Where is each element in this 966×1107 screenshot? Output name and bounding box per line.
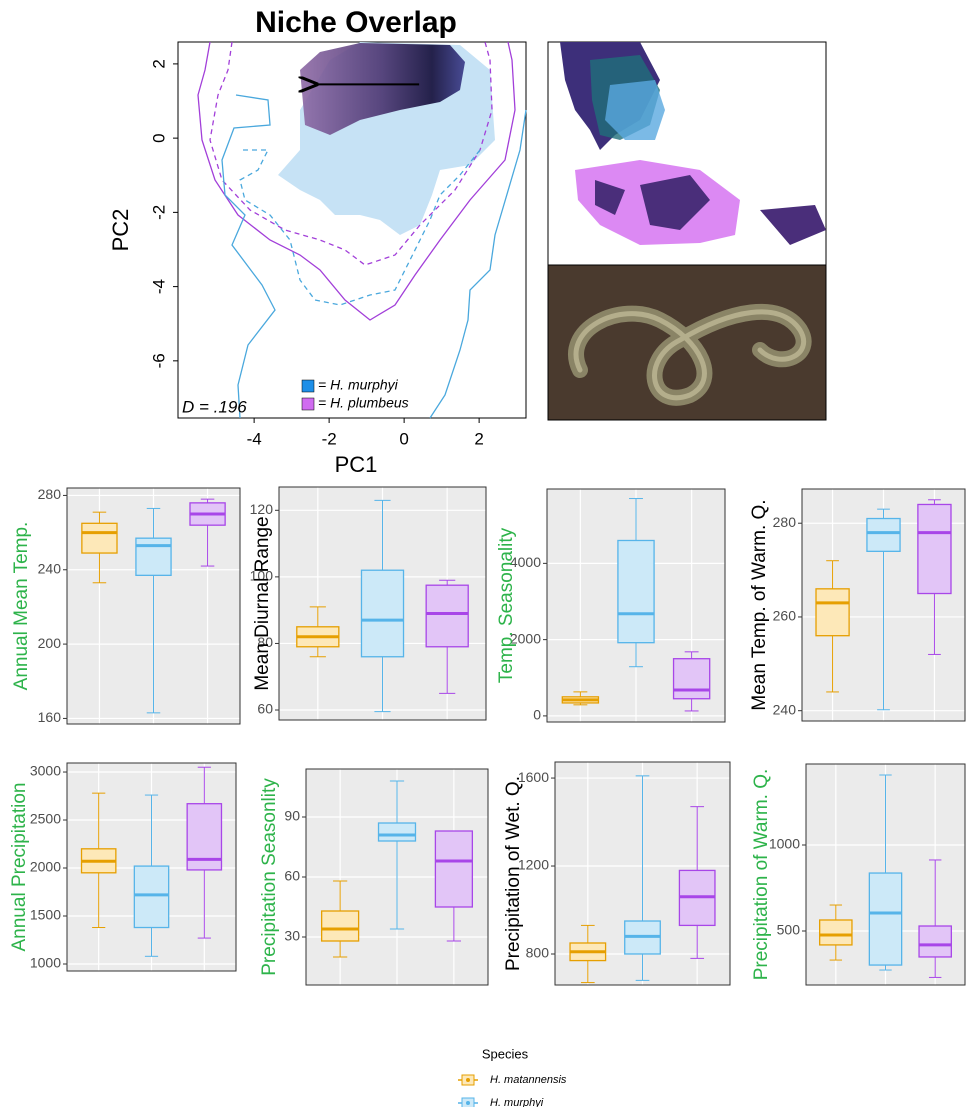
box xyxy=(322,911,359,941)
box xyxy=(134,866,168,927)
legend-label: H. matannensis xyxy=(490,1074,567,1086)
niche-title: Niche Overlap xyxy=(255,6,457,39)
y-tick-label: -4 xyxy=(149,279,168,294)
y-tick-label: 60 xyxy=(284,868,300,884)
box xyxy=(136,538,171,575)
y-axis-label: PC2 xyxy=(108,209,133,252)
box xyxy=(919,926,951,957)
x-axis-label: PC1 xyxy=(335,452,378,477)
legend-title: Species xyxy=(482,1046,529,1061)
box xyxy=(816,589,849,636)
box xyxy=(869,873,901,965)
x-tick-label: 0 xyxy=(399,429,408,448)
y-tick-label: 500 xyxy=(777,922,801,938)
y-axis-label: Temp. Seasonality xyxy=(496,527,517,683)
y-axis-label: Precipitation of Wet. Q. xyxy=(503,776,524,971)
legend-label: = H. murphyi xyxy=(318,377,399,393)
box xyxy=(82,523,117,553)
legend-label: H. murphyi xyxy=(490,1097,544,1107)
y-tick-label: 0 xyxy=(149,133,168,142)
box xyxy=(361,570,403,657)
box xyxy=(618,540,654,642)
box xyxy=(867,519,900,552)
y-axis-label: Annual Precipitation xyxy=(9,783,30,952)
x-tick-label: -4 xyxy=(247,429,262,448)
y-tick-label: 90 xyxy=(284,808,300,824)
y-tick-label: 200 xyxy=(38,635,62,651)
legend-key-point xyxy=(466,1078,470,1082)
y-tick-label: 2000 xyxy=(30,859,61,875)
y-tick-label: 30 xyxy=(284,928,300,944)
y-tick-label: 2500 xyxy=(30,811,61,827)
box xyxy=(426,585,468,647)
y-tick-label: 1000 xyxy=(769,836,800,852)
y-axis-label: Precipitation Seasonlity xyxy=(259,778,280,976)
y-axis-label: Annual Mean Temp. xyxy=(11,522,32,691)
snake-photo xyxy=(548,265,826,420)
y-tick-label: 2 xyxy=(149,59,168,68)
y-tick-label: 240 xyxy=(773,701,797,717)
legend-label: = H. plumbeus xyxy=(318,395,409,411)
box xyxy=(918,504,951,593)
y-axis-label: Mean Temp. of Warm. Q. xyxy=(749,499,770,710)
y-tick-label: 260 xyxy=(773,608,797,624)
box xyxy=(820,920,852,945)
y-tick-label: 120 xyxy=(250,501,274,517)
y-tick-label: 3000 xyxy=(30,763,61,779)
y-tick-label: 60 xyxy=(257,701,273,717)
box xyxy=(435,831,472,907)
overlap-annotation: D = .196 xyxy=(182,397,247,416)
y-axis-label: Mean Diurnal Range xyxy=(252,516,273,690)
y-tick-label: 240 xyxy=(38,560,62,576)
box xyxy=(379,823,416,841)
y-tick-label: 280 xyxy=(773,514,797,530)
legend-swatch xyxy=(302,380,314,392)
legend-key-point xyxy=(466,1101,470,1105)
y-axis-label: Precipitation of Warm. Q. xyxy=(751,769,772,981)
figure: Niche Overlap PC1 PC2 D = .196 Species -… xyxy=(0,0,966,1107)
x-tick-label: 2 xyxy=(474,429,483,448)
y-tick-label: -6 xyxy=(149,353,168,368)
y-tick-label: 160 xyxy=(38,709,62,725)
y-tick-label: -2 xyxy=(149,205,168,220)
y-tick-label: 280 xyxy=(38,486,62,502)
box xyxy=(674,659,710,699)
y-tick-label: 800 xyxy=(526,945,550,961)
y-tick-label: 0 xyxy=(533,707,541,723)
range-map xyxy=(548,42,826,265)
legend-swatch xyxy=(302,398,314,410)
y-tick-label: 1000 xyxy=(30,955,61,971)
y-tick-label: 1500 xyxy=(30,907,61,923)
x-tick-label: -2 xyxy=(322,429,337,448)
